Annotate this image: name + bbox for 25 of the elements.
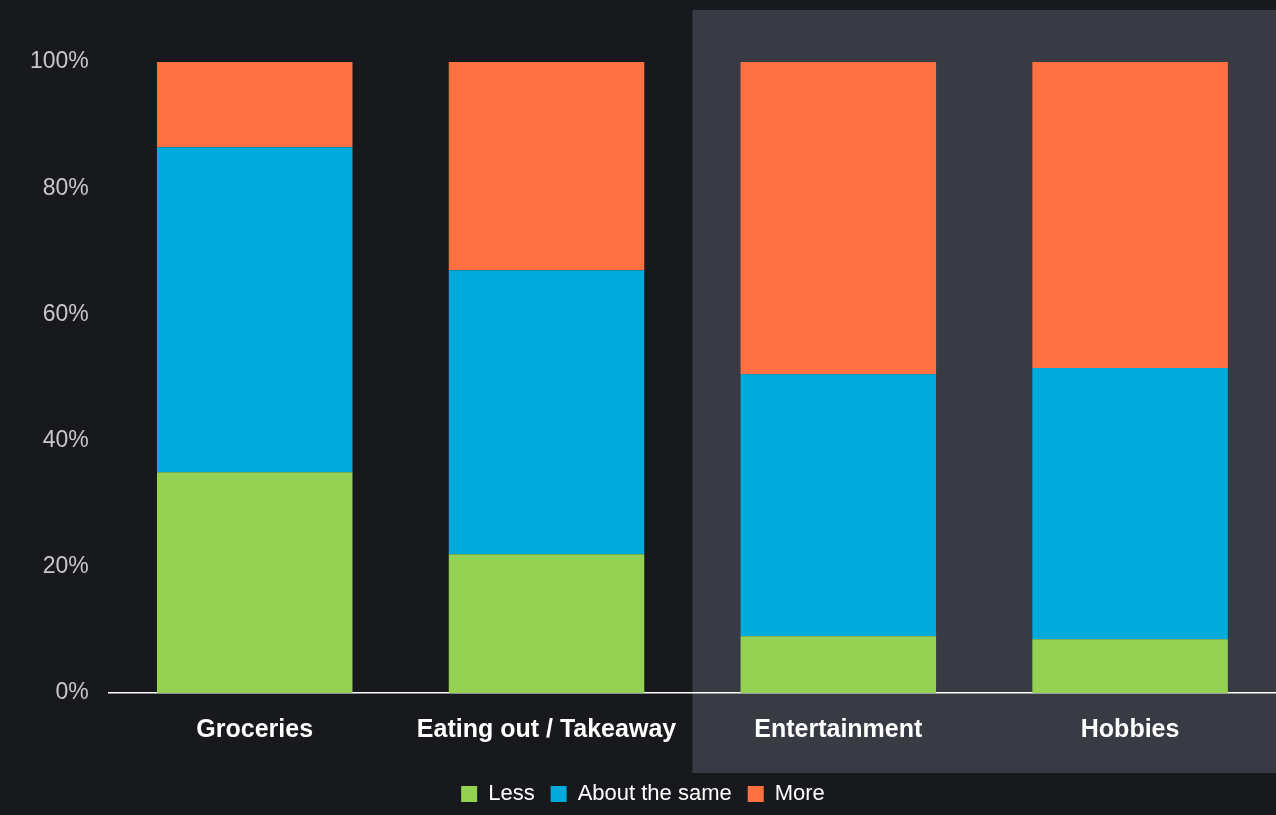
y-tick-label: 60% <box>42 299 89 326</box>
bar <box>156 472 353 693</box>
y-tick-label: 80% <box>42 173 89 200</box>
bar <box>740 374 937 637</box>
legend-label: About the same <box>577 780 732 806</box>
bar <box>448 62 645 271</box>
x-tick-label: Groceries <box>196 713 314 742</box>
bar <box>1032 368 1228 640</box>
y-tick-label: 100% <box>30 47 89 74</box>
x-tick-label: Entertainment <box>754 713 924 742</box>
bar <box>448 270 645 555</box>
legend-label: More <box>774 780 825 806</box>
y-tick-label: 0% <box>55 678 89 705</box>
x-tick-label: Hobbies <box>1080 713 1180 742</box>
bar <box>1032 62 1228 369</box>
bar <box>156 147 353 473</box>
bar <box>156 62 353 148</box>
x-tick-label: Eating out / Takeaway <box>416 713 677 742</box>
y-tick-label: 40% <box>42 425 89 452</box>
bar <box>1032 639 1228 693</box>
y-tick-label: 20% <box>42 552 89 579</box>
bar <box>448 554 645 693</box>
legend-label: Less <box>488 780 535 806</box>
bar <box>740 62 937 375</box>
bar <box>740 636 937 693</box>
